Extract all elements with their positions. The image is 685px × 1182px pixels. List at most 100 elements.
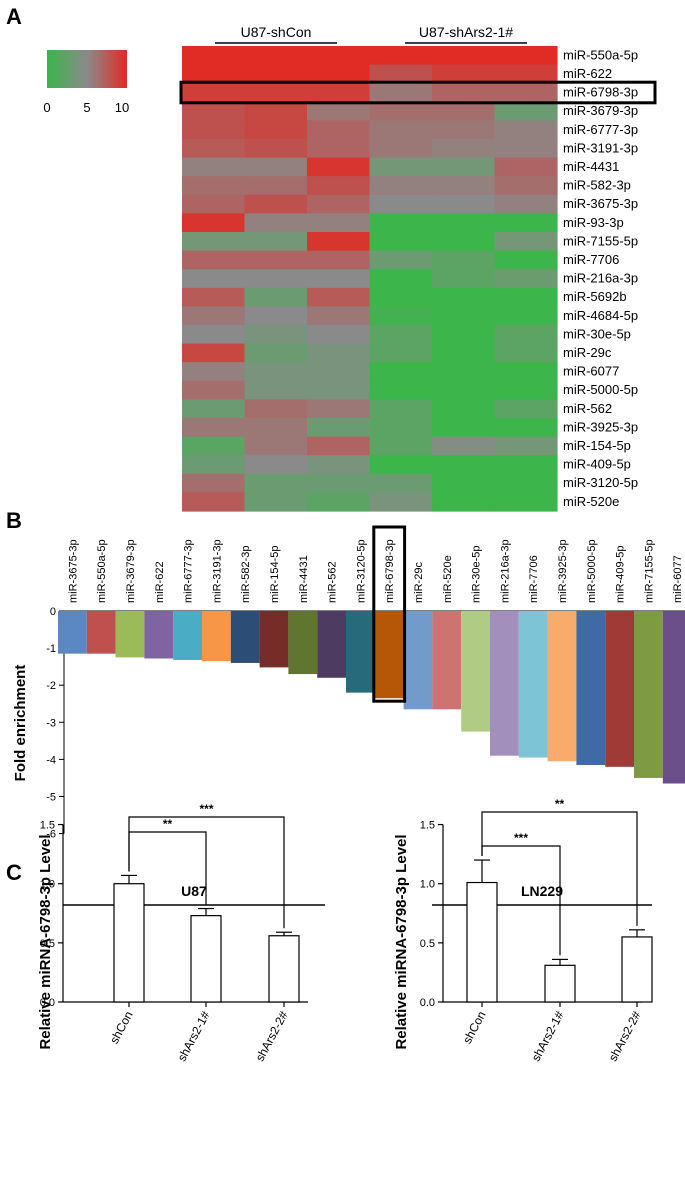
heatmap-cell <box>494 194 558 214</box>
category-label: miR-3120-5p <box>355 539 367 603</box>
x-tick-label: shArs2-2# <box>606 1009 644 1064</box>
heatmap-cell <box>432 287 496 307</box>
heatmap-cell <box>307 194 371 214</box>
heatmap-cell <box>432 380 496 400</box>
category-label: miR-4431 <box>298 555 310 603</box>
heatmap-cell <box>244 269 308 289</box>
heatmap-cell <box>182 232 246 252</box>
heatmap-cell <box>494 176 558 196</box>
heatmap-cell <box>494 120 558 140</box>
heatmap-cell <box>369 83 433 103</box>
bar <box>86 611 116 654</box>
chart-title: LN229 <box>521 883 563 899</box>
heatmap-row-label: miR-409-5p <box>563 457 631 472</box>
heatmap-cell <box>244 157 308 177</box>
bar <box>259 611 289 668</box>
heatmap-cell <box>182 213 246 233</box>
heatmap-cell <box>307 64 371 84</box>
heatmap-cell <box>432 306 496 326</box>
heatmap-cell <box>432 362 496 382</box>
heatmap-cell <box>244 380 308 400</box>
bar <box>374 611 404 699</box>
category-label: miR-550a-5p <box>96 539 108 603</box>
category-label: miR-30e-5p <box>471 546 483 603</box>
heatmap-cell <box>494 83 558 103</box>
bar <box>115 611 145 658</box>
bar <box>544 964 576 1003</box>
heatmap-cell <box>244 492 308 512</box>
y-tick-label: 1.0 <box>420 879 435 891</box>
y-tick-label: -4 <box>46 754 56 766</box>
heatmap-row-label: miR-6077 <box>563 364 619 379</box>
u87-bar-chart: U87 0.0 0.5 1.0 1.5 Relative miRNA-6798-3p Le… <box>37 802 325 1064</box>
heatmap-cell <box>182 399 246 419</box>
heatmap-cell <box>432 325 496 345</box>
heatmap-cell <box>307 380 371 400</box>
heatmap-cell <box>432 194 496 214</box>
y-tick-label: -2 <box>46 680 56 692</box>
heatmap-cell <box>369 101 433 121</box>
heatmap-cell <box>307 232 371 252</box>
bar <box>58 611 87 654</box>
heatmap-cell <box>244 232 308 252</box>
bar <box>432 611 462 710</box>
heatmap-row-label: miR-7706 <box>563 252 619 267</box>
y-tick-label: -3 <box>46 717 56 729</box>
heatmap-cell <box>182 325 246 345</box>
heatmap-cell <box>494 157 558 177</box>
heatmap-cell <box>494 269 558 289</box>
heatmap-row-label: miR-5000-5p <box>563 382 638 397</box>
heatmap-cell <box>182 362 246 382</box>
heatmap-cell <box>432 343 496 363</box>
heatmap-cell <box>369 399 433 419</box>
significance-bracket <box>128 816 285 929</box>
heatmap-cell <box>369 380 433 400</box>
heatmap-cell <box>244 473 308 493</box>
heatmap-cell <box>369 64 433 84</box>
heatmap-row-label: miR-30e-5p <box>563 326 631 341</box>
heatmap-cell <box>369 455 433 475</box>
heatmap-cell <box>307 120 371 140</box>
heatmap-cell <box>244 120 308 140</box>
heatmap-cell <box>369 120 433 140</box>
panel-letter-b: B <box>6 508 22 533</box>
heatmap-cell <box>182 194 246 214</box>
category-label: miR-216a-3p <box>499 539 511 603</box>
heatmap-cell <box>432 473 496 493</box>
heatmap-cell <box>307 176 371 196</box>
heatmap-cell <box>432 418 496 438</box>
heatmap-row-label: miR-3679-3p <box>563 103 638 118</box>
heatmap-cell <box>432 455 496 475</box>
heatmap-cell <box>432 139 496 159</box>
heatmap-cell <box>244 343 308 363</box>
heatmap-cell <box>182 306 246 326</box>
group-label-2: U87-shArs2-1# <box>419 24 513 40</box>
bar <box>202 611 231 662</box>
heatmap-cell <box>182 287 246 307</box>
heatmap-cell <box>369 287 433 307</box>
heatmap-cell <box>494 399 558 419</box>
heatmap-cell <box>432 250 496 270</box>
y-axis-label: Fold enrichment <box>12 665 29 782</box>
bar <box>634 611 663 778</box>
heatmap-row-label: miR-582-3p <box>563 178 631 193</box>
heatmap-cell <box>494 362 558 382</box>
heatmap-cell <box>244 250 308 270</box>
category-label: miR-3675-3p <box>67 539 79 603</box>
heatmap-cell <box>494 492 558 512</box>
heatmap-cell <box>307 362 371 382</box>
heatmap-cell <box>182 83 246 103</box>
y-axis-label: Relative miRNA-6798-3p Level <box>37 834 54 1049</box>
heatmap-cell <box>432 46 496 66</box>
colorbar-ticks: 0 5 10 <box>43 100 129 115</box>
category-label: miR-582-3p <box>240 546 252 603</box>
bar <box>662 611 685 784</box>
heatmap-cell <box>494 139 558 159</box>
heatmap-cell <box>432 436 496 456</box>
heatmap-cell <box>369 306 433 326</box>
heatmap-cell <box>369 436 433 456</box>
ln229-bar-chart: LN229 0.0 0.5 1.0 1.5 Relative miRNA-6798-3p … <box>393 797 653 1064</box>
y-axis-label: Relative miRNA-6798-3p Level <box>393 834 410 1049</box>
category-label: miR-6798-3p <box>384 539 396 603</box>
